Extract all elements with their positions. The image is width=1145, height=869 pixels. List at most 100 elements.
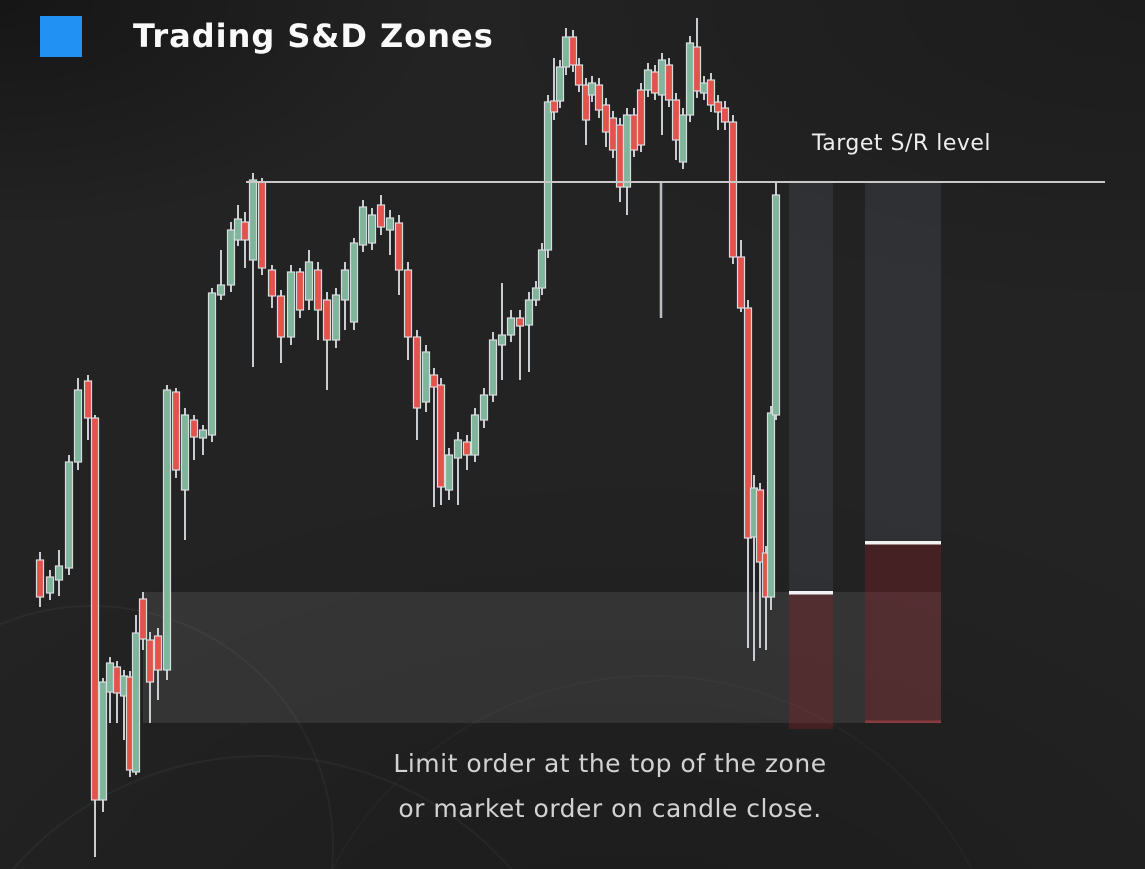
candle-bear — [412, 336, 422, 409]
candle-bull — [479, 394, 489, 421]
candle-bull — [64, 461, 74, 569]
candle-bear — [601, 104, 611, 133]
caption-line-2: or market order on candle close. — [398, 794, 822, 823]
candle-bull — [367, 214, 377, 244]
demand-zone-band — [143, 592, 941, 723]
candle-bull — [470, 414, 480, 456]
candle-bear — [90, 417, 100, 801]
candle-bear — [629, 114, 639, 151]
candle-bear — [692, 46, 702, 92]
candle-bear — [549, 100, 559, 113]
sd-zone-2-lower — [865, 543, 941, 723]
candle-bull — [488, 339, 498, 396]
sd-zone-2-upper — [865, 183, 941, 543]
candle-bear — [755, 489, 765, 563]
sd-zone-1-lower — [789, 593, 833, 729]
candle-bear — [581, 84, 591, 121]
candle-bull — [233, 218, 243, 241]
sd-zone-1-upper — [789, 183, 833, 593]
candle-bear — [515, 317, 525, 327]
candle-bear — [720, 107, 730, 123]
candle-bull — [226, 229, 236, 286]
candle-bear — [743, 307, 753, 539]
candle-bear — [568, 36, 578, 66]
candle-bull — [286, 271, 296, 338]
candle-bull — [537, 249, 547, 289]
candle-bull — [622, 114, 632, 188]
candle-bull — [207, 292, 217, 436]
candle-bull — [73, 389, 83, 463]
candle-bear — [153, 635, 163, 671]
candle-bear — [313, 269, 323, 311]
candle-bear — [267, 269, 277, 297]
candle-bull — [561, 36, 571, 68]
candle-bull — [444, 454, 454, 491]
candle-bear — [394, 222, 404, 271]
candle-bear — [636, 89, 646, 146]
candle-bull — [524, 299, 534, 326]
sd-zone-1-entry-line — [789, 591, 833, 595]
candle-bull — [453, 439, 463, 459]
candle-bear — [257, 181, 267, 269]
candle-bear — [322, 299, 332, 341]
candle-bull — [198, 429, 208, 439]
candle-bull — [304, 261, 314, 301]
sd-zone-2-bottom-line — [865, 720, 941, 723]
candle-bull — [180, 414, 190, 491]
candle-bear — [462, 441, 472, 456]
candle-bear — [650, 71, 660, 94]
candle-bull — [385, 217, 395, 231]
order-instructions-caption: Limit order at the top of the zone or ma… — [250, 741, 970, 831]
candle-bull — [497, 334, 507, 346]
candle-bear — [138, 598, 148, 640]
candle-bull — [555, 66, 565, 102]
candle-bear — [35, 559, 45, 598]
candle-bull — [643, 69, 653, 91]
caption-line-1: Limit order at the top of the zone — [393, 749, 827, 778]
candle-bear — [706, 79, 716, 106]
candle-bear — [671, 99, 681, 141]
candle-bull — [105, 662, 115, 693]
candle-bear — [736, 256, 746, 309]
candle-bull — [421, 351, 431, 403]
candle-bull — [587, 82, 597, 96]
candle-bull — [131, 632, 141, 773]
sd-zone-2-entry-line — [865, 541, 941, 545]
candle-bull — [358, 206, 368, 246]
candle-bull — [54, 565, 64, 581]
candle-bear — [403, 269, 413, 338]
candle-bear — [145, 639, 155, 683]
candle-bear — [615, 124, 625, 188]
candle-bear — [376, 204, 386, 228]
candle-bear — [594, 84, 604, 111]
candle-bull — [699, 82, 709, 94]
brand-logo-square — [40, 16, 82, 57]
candle-bull — [543, 101, 553, 251]
candle-bear — [276, 295, 286, 338]
candle-bull — [331, 294, 341, 341]
candle-bull — [98, 681, 108, 801]
candle-bull — [216, 284, 226, 296]
candle-bear — [112, 666, 122, 694]
candle-bear — [83, 380, 93, 419]
target-sr-level-label: Target S/R level — [812, 131, 992, 156]
candle-bear — [664, 64, 674, 101]
candle-bull — [45, 576, 55, 594]
candle-bear — [171, 391, 181, 471]
candle-bear — [728, 121, 738, 258]
candle-bull — [506, 317, 516, 336]
candle-bear — [189, 419, 199, 438]
candle-bull — [685, 42, 695, 116]
candle-bull — [771, 194, 781, 416]
candle-bear — [574, 64, 584, 86]
candle-bear — [429, 374, 439, 388]
candle-bear — [240, 221, 250, 241]
candle-bull — [162, 389, 172, 671]
candle-bull — [340, 269, 350, 301]
candle-bear — [713, 101, 723, 113]
candle-bull — [678, 114, 688, 163]
candle-bear — [436, 384, 446, 488]
candle-bear — [295, 271, 305, 311]
candle-bull — [657, 59, 667, 96]
